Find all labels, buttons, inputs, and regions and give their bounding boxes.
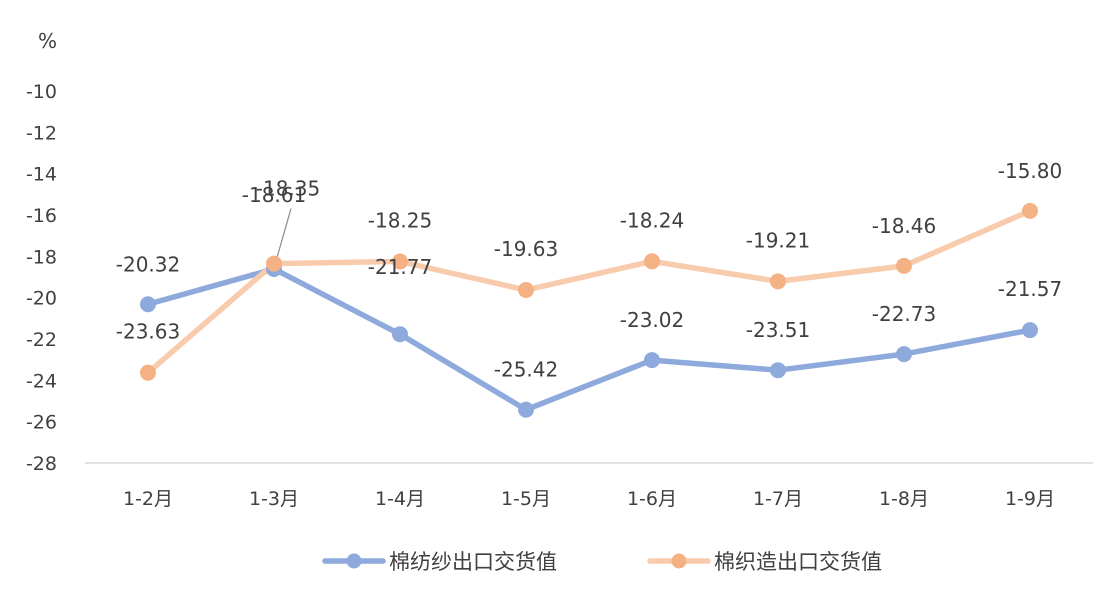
data-label: -18.25: [368, 209, 432, 233]
legend: 棉纺纱出口交货值 棉织造出口交货值: [322, 550, 882, 574]
legend-label-2: 棉织造出口交货值: [714, 550, 882, 574]
data-label: -18.46: [872, 214, 936, 238]
data-label: -18.24: [620, 208, 684, 232]
y-tick-label: -20: [26, 288, 57, 310]
legend-label-1: 棉纺纱出口交货值: [389, 550, 557, 574]
data-label: -18.61: [242, 183, 306, 207]
series-2-point: [644, 253, 660, 270]
series-2-point: [1022, 202, 1038, 219]
data-label: -21.77: [368, 255, 432, 279]
y-tick-label: -12: [26, 122, 57, 144]
x-tick-label: 1-6月: [627, 488, 677, 510]
data-label: -18.35: [256, 177, 320, 201]
x-tick-label: 1-9月: [1005, 488, 1055, 510]
data-label: -21.57: [998, 277, 1062, 301]
data-label: -20.32: [116, 252, 180, 276]
leader-lines: [276, 208, 292, 258]
legend-marker-2: [671, 553, 687, 569]
y-tick-label: -16: [26, 205, 57, 227]
series-1-point: [518, 401, 534, 418]
series-2-point: [266, 255, 282, 272]
x-tick-label: 1-5月: [501, 488, 551, 510]
x-tick-label: 1-7月: [753, 488, 803, 510]
series-2-point: [770, 273, 786, 290]
series-line-1: [145, 266, 1033, 413]
x-tick-label: 1-8月: [879, 488, 929, 510]
series-1-point: [896, 346, 912, 363]
data-label: -23.63: [116, 320, 180, 344]
data-labels: -20.32 -18.61 -21.77 -25.42 -23.02 -23.51 -22.…: [116, 159, 1062, 382]
data-label: -22.73: [872, 302, 936, 326]
series-2-point: [518, 282, 534, 299]
series-1-point: [140, 296, 156, 313]
series-1-point: [1022, 322, 1038, 339]
series-line-2: [145, 208, 1033, 376]
legend-marker-1: [346, 553, 362, 569]
series-1-point: [644, 352, 660, 369]
y-tick-label: -26: [26, 412, 57, 434]
x-tick-label: 1-2月: [123, 488, 173, 510]
y-tick-label: -22: [26, 329, 57, 351]
series-2-point: [896, 257, 912, 274]
series-1-point: [392, 326, 408, 343]
series-2-point: [140, 364, 156, 381]
x-axis-ticks: 1-2月 1-3月 1-4月 1-5月 1-6月 1-7月 1-8月 1-9月: [123, 488, 1055, 510]
x-tick-label: 1-4月: [375, 488, 425, 510]
series-1-point: [770, 362, 786, 379]
y-tick-label: -28: [26, 453, 57, 475]
y-tick-label: -18: [26, 246, 57, 268]
data-label: -15.80: [998, 159, 1062, 183]
data-label: -23.02: [620, 308, 684, 332]
label-leader-line: [276, 208, 292, 258]
y-tick-label: -14: [26, 164, 57, 186]
y-tick-label: -24: [26, 370, 57, 392]
y-axis-unit-label: %: [38, 29, 57, 53]
data-label: -19.21: [746, 228, 810, 252]
y-axis-ticks: -10 -12 -14 -16 -18 -20 -22 -24 -26 -28: [26, 81, 57, 475]
series-2-point: [392, 253, 408, 270]
series-lines: [145, 208, 1033, 413]
y-tick-label: -10: [26, 81, 57, 103]
series-markers: [140, 202, 1038, 418]
data-label: -25.42: [494, 358, 558, 382]
data-label: -19.63: [494, 237, 558, 261]
x-tick-label: 1-3月: [249, 488, 299, 510]
data-label: -23.51: [746, 318, 810, 342]
